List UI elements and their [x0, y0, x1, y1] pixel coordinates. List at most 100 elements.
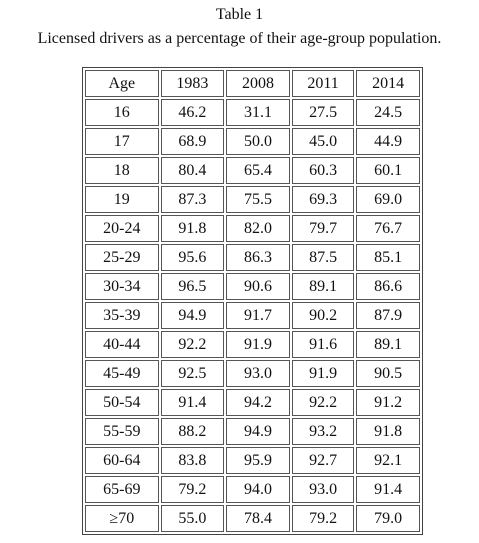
- value-cell: 94.0: [226, 476, 290, 503]
- value-cell: 69.3: [291, 186, 355, 213]
- value-cell: 93.2: [291, 418, 355, 445]
- value-cell: 24.5: [356, 99, 420, 126]
- table-row: 17 68.9 50.0 45.0 44.9: [85, 128, 420, 155]
- table-row: 35-39 94.9 91.7 90.2 87.9: [85, 302, 420, 329]
- value-cell: 96.5: [160, 273, 225, 300]
- value-cell: 91.4: [160, 389, 225, 416]
- value-cell: 79.7: [291, 215, 355, 242]
- column-header: 1983: [160, 70, 225, 97]
- value-cell: 60.1: [356, 157, 420, 184]
- value-cell: 31.1: [226, 99, 290, 126]
- value-cell: 79.2: [291, 505, 355, 532]
- column-header: Age: [85, 70, 159, 97]
- value-cell: 91.6: [291, 331, 355, 358]
- table-row: 25-29 95.6 86.3 87.5 85.1: [85, 244, 420, 271]
- value-cell: 85.1: [356, 244, 420, 271]
- table-row: ≥70 55.0 78.4 79.2 79.0: [85, 505, 420, 532]
- age-cell: 19: [85, 186, 159, 213]
- table-subtitle: Licensed drivers as a percentage of thei…: [37, 30, 442, 47]
- value-cell: 92.2: [160, 331, 225, 358]
- value-cell: 87.3: [160, 186, 225, 213]
- value-cell: 93.0: [291, 476, 355, 503]
- age-cell: 35-39: [85, 302, 159, 329]
- table-body: 16 46.2 31.1 27.5 24.5 17 68.9 50.0 45.0 44.9 18 80…: [85, 99, 420, 532]
- age-cell: ≥70: [85, 505, 159, 532]
- value-cell: 79.0: [356, 505, 420, 532]
- column-header: 2011: [291, 70, 355, 97]
- value-cell: 46.2: [160, 99, 225, 126]
- age-cell: 17: [85, 128, 159, 155]
- value-cell: 75.5: [226, 186, 290, 213]
- age-cell: 30-34: [85, 273, 159, 300]
- value-cell: 79.2: [160, 476, 225, 503]
- table-row: 19 87.3 75.5 69.3 69.0: [85, 186, 420, 213]
- value-cell: 94.2: [226, 389, 290, 416]
- value-cell: 95.9: [226, 447, 290, 474]
- value-cell: 91.8: [160, 215, 225, 242]
- value-cell: 86.6: [356, 273, 420, 300]
- table-row: 65-69 79.2 94.0 93.0 91.4: [85, 476, 420, 503]
- value-cell: 65.4: [226, 157, 290, 184]
- value-cell: 94.9: [160, 302, 225, 329]
- age-cell: 40-44: [85, 331, 159, 358]
- value-cell: 90.5: [356, 360, 420, 387]
- value-cell: 90.6: [226, 273, 290, 300]
- value-cell: 87.5: [291, 244, 355, 271]
- value-cell: 86.3: [226, 244, 290, 271]
- value-cell: 91.2: [356, 389, 420, 416]
- value-cell: 95.6: [160, 244, 225, 271]
- value-cell: 90.2: [291, 302, 355, 329]
- value-cell: 91.4: [356, 476, 420, 503]
- value-cell: 92.1: [356, 447, 420, 474]
- table-row: 16 46.2 31.1 27.5 24.5: [85, 99, 420, 126]
- value-cell: 88.2: [160, 418, 225, 445]
- age-cell: 20-24: [85, 215, 159, 242]
- age-cell: 50-54: [85, 389, 159, 416]
- data-table: Age 1983 2008 2011 2014 16 46.2 31.1 27.5 24.5 17…: [82, 67, 423, 535]
- age-cell: 60-64: [85, 447, 159, 474]
- table-row: 30-34 96.5 90.6 89.1 86.6: [85, 273, 420, 300]
- value-cell: 82.0: [226, 215, 290, 242]
- value-cell: 92.7: [291, 447, 355, 474]
- value-cell: 89.1: [356, 331, 420, 358]
- value-cell: 91.9: [291, 360, 355, 387]
- table-title: Table 1: [215, 6, 264, 23]
- age-cell: 25-29: [85, 244, 159, 271]
- table-row: 50-54 91.4 94.2 92.2 91.2: [85, 389, 420, 416]
- age-cell: 18: [85, 157, 159, 184]
- value-cell: 83.8: [160, 447, 225, 474]
- value-cell: 50.0: [226, 128, 290, 155]
- value-cell: 69.0: [356, 186, 420, 213]
- value-cell: 93.0: [226, 360, 290, 387]
- table-row: 40-44 92.2 91.9 91.6 89.1: [85, 331, 420, 358]
- value-cell: 91.9: [226, 331, 290, 358]
- value-cell: 87.9: [356, 302, 420, 329]
- table-row: 20-24 91.8 82.0 79.7 76.7: [85, 215, 420, 242]
- value-cell: 44.9: [356, 128, 420, 155]
- age-cell: 45-49: [85, 360, 159, 387]
- table-row: 45-49 92.5 93.0 91.9 90.5: [85, 360, 420, 387]
- table-row: 60-64 83.8 95.9 92.7 92.1: [85, 447, 420, 474]
- value-cell: 92.2: [291, 389, 355, 416]
- value-cell: 76.7: [356, 215, 420, 242]
- value-cell: 78.4: [226, 505, 290, 532]
- column-header: 2008: [226, 70, 290, 97]
- age-cell: 16: [85, 99, 159, 126]
- header-row: Age 1983 2008 2011 2014: [85, 70, 420, 97]
- column-header: 2014: [356, 70, 420, 97]
- value-cell: 94.9: [226, 418, 290, 445]
- value-cell: 55.0: [160, 505, 225, 532]
- age-cell: 65-69: [85, 476, 159, 503]
- value-cell: 92.5: [160, 360, 225, 387]
- age-cell: 55-59: [85, 418, 159, 445]
- value-cell: 80.4: [160, 157, 225, 184]
- value-cell: 89.1: [291, 273, 355, 300]
- value-cell: 27.5: [291, 99, 355, 126]
- value-cell: 60.3: [291, 157, 355, 184]
- table-row: 55-59 88.2 94.9 93.2 91.8: [85, 418, 420, 445]
- value-cell: 45.0: [291, 128, 355, 155]
- table-row: 18 80.4 65.4 60.3 60.1: [85, 157, 420, 184]
- value-cell: 91.7: [226, 302, 290, 329]
- value-cell: 91.8: [356, 418, 420, 445]
